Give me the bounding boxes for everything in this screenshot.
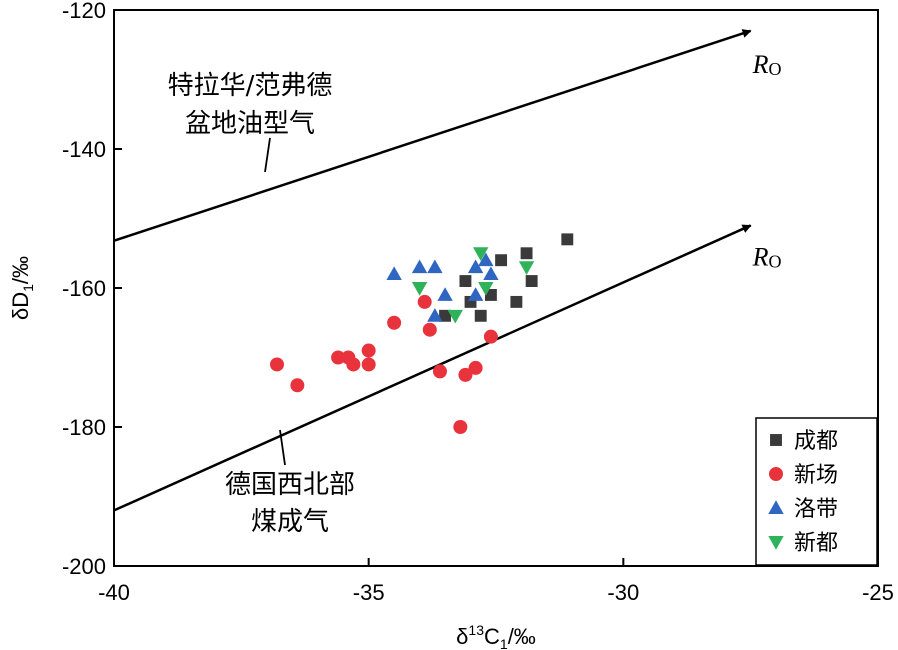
x-tick-label: -40 [98, 580, 130, 605]
y-tick-label: -120 [62, 0, 106, 23]
trend-lines [113, 29, 752, 512]
trend-label-leader-1 [264, 137, 271, 173]
y-tick-label: -200 [62, 554, 106, 579]
x-tick-label: -30 [607, 580, 639, 605]
data-point [447, 309, 463, 324]
legend-marker [770, 434, 782, 446]
data-point [361, 343, 376, 358]
data-point [432, 364, 447, 379]
data-points [269, 233, 574, 434]
axis-ticks: -40 -35 -30 -25 -200 -180 -160 -140 -120 [62, 0, 894, 605]
data-point [458, 367, 473, 382]
data-point [478, 282, 494, 296]
data-point [474, 309, 487, 322]
data-point [473, 247, 489, 261]
ro-label-1: RO [752, 50, 782, 79]
ro-label-2: RO [752, 242, 782, 271]
y-tick-label: -160 [62, 276, 106, 301]
data-point [561, 233, 574, 246]
trend-label-1-line-1: 特拉华/范弗德 [168, 71, 333, 101]
data-point [386, 266, 402, 281]
data-point [427, 308, 443, 322]
data-point [290, 378, 305, 393]
data-point [269, 357, 284, 372]
data-point [459, 275, 472, 287]
data-point [525, 275, 538, 287]
trend-label-1-line-2: 盆地油型气 [185, 109, 315, 139]
trend-label-leader-2 [279, 429, 286, 466]
data-point [453, 420, 468, 434]
y-axis-title: δD1/‰ [8, 256, 36, 320]
trend-line-2 [113, 224, 752, 512]
data-point [346, 357, 361, 372]
trend-label-2-line-1: 德国西北部 [225, 470, 355, 500]
data-point [411, 259, 428, 274]
data-point [518, 261, 535, 275]
data-point [467, 259, 484, 274]
data-point [411, 282, 428, 296]
data-point [483, 266, 499, 281]
legend-label: 新场 [794, 463, 838, 488]
trend-label-2-line-2: 煤成气 [251, 507, 329, 537]
data-point [417, 294, 432, 309]
data-point [427, 259, 443, 274]
data-point [468, 360, 483, 375]
data-point [495, 254, 508, 267]
data-point [387, 315, 402, 330]
trend-line-1 [113, 29, 752, 242]
data-point [437, 287, 453, 301]
data-point [331, 350, 346, 365]
legend-label: 成都 [794, 429, 838, 454]
legend-label: 新都 [794, 531, 838, 556]
legend-label: 洛带 [794, 497, 838, 522]
data-point [520, 247, 533, 260]
data-point [464, 295, 477, 308]
x-tick-label: -35 [353, 580, 385, 605]
legend-marker [768, 536, 784, 550]
data-point [484, 289, 497, 301]
x-tick-label: -25 [862, 580, 894, 605]
legend-marker [769, 467, 783, 481]
data-point [483, 329, 498, 344]
x-axis-title: δ13C1/‰ [456, 622, 536, 650]
data-point [510, 295, 523, 308]
data-point [478, 252, 494, 267]
y-tick-label: -140 [62, 137, 106, 162]
legend-marker [768, 500, 784, 514]
data-point [467, 287, 484, 301]
data-point [422, 322, 437, 337]
data-point [439, 309, 452, 322]
y-tick-label: -180 [62, 415, 106, 440]
data-point [361, 357, 376, 372]
